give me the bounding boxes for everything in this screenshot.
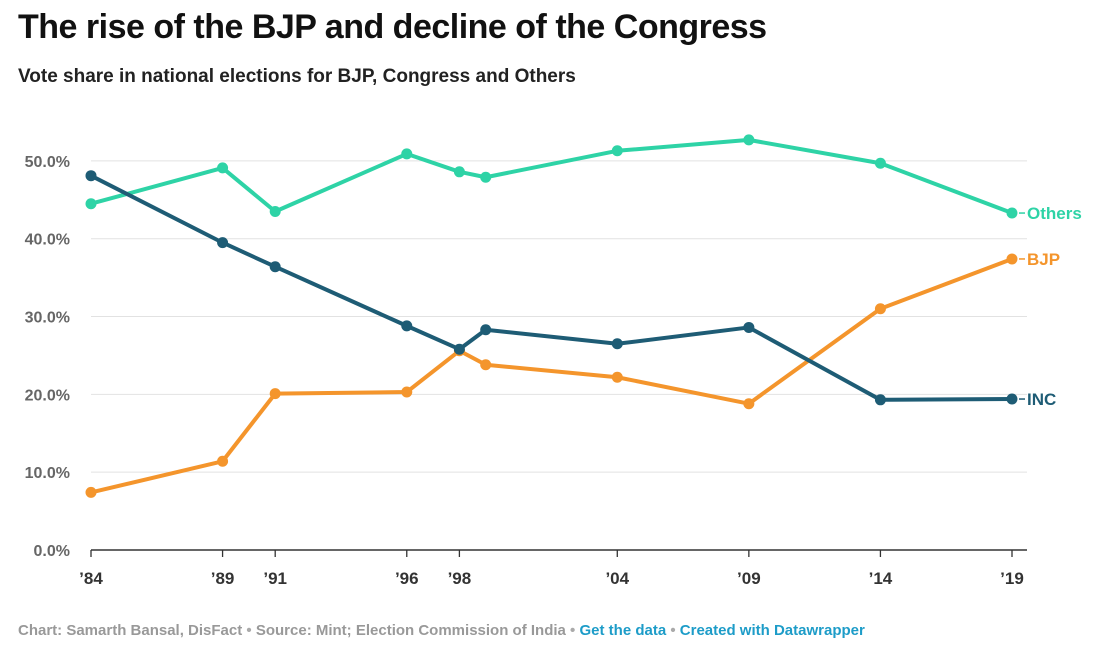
- x-tick-label: ’91: [263, 569, 287, 588]
- data-point-others: [269, 205, 281, 217]
- y-tick-label: 30.0%: [25, 310, 70, 327]
- x-tick-label: ’19: [1000, 569, 1024, 588]
- y-tick-label: 10.0%: [25, 465, 70, 482]
- data-point-bjp: [269, 388, 281, 400]
- series-labels: Others BJP INC: [1019, 204, 1082, 409]
- data-point-bjp: [85, 486, 97, 498]
- series-line-inc: [89, 173, 1014, 402]
- footer-separator: •: [570, 622, 576, 639]
- data-point-others: [1006, 207, 1018, 219]
- chart-subtitle: Vote share in national elections for BJP…: [18, 66, 576, 87]
- x-tick-label: ’84: [79, 569, 103, 588]
- series-line-others: [89, 137, 1014, 216]
- data-point-inc: [480, 324, 492, 336]
- credit-text: Chart: Samarth Bansal, DisFact: [18, 622, 243, 639]
- data-point-bjp: [611, 371, 623, 383]
- y-tick-label: 0.0%: [34, 543, 70, 560]
- x-tick-label: ’04: [605, 569, 629, 588]
- x-tick-label: ’89: [211, 569, 235, 588]
- data-point-bjp: [480, 359, 492, 371]
- data-point-others: [743, 134, 755, 146]
- series-points: [85, 134, 1018, 498]
- x-tick-label: ’14: [869, 569, 893, 588]
- series-label-others: Others: [1027, 204, 1082, 223]
- footer-separator: •: [670, 622, 676, 639]
- data-point-inc: [874, 394, 886, 406]
- series-lines: [89, 137, 1014, 495]
- data-point-inc: [1006, 393, 1018, 405]
- series-label-inc: INC: [1027, 390, 1056, 409]
- data-point-bjp: [401, 386, 413, 398]
- gridlines: [91, 160, 1027, 551]
- x-tick-label: ’98: [448, 569, 472, 588]
- get-data-link[interactable]: Get the data: [579, 622, 667, 639]
- series-line-bjp: [89, 256, 1014, 495]
- y-tick-label: 50.0%: [25, 154, 70, 171]
- data-point-bjp: [217, 455, 229, 467]
- y-tick-label: 20.0%: [25, 387, 70, 404]
- data-point-inc: [85, 170, 97, 182]
- datawrapper-link[interactable]: Created with Datawrapper: [679, 622, 865, 639]
- source-text: Source: Mint; Election Commission of Ind…: [255, 622, 566, 639]
- chart-title: The rise of the BJP and decline of the C…: [18, 8, 767, 46]
- data-point-inc: [743, 321, 755, 333]
- data-point-inc: [401, 320, 413, 332]
- y-tick-label: 40.0%: [25, 232, 70, 249]
- data-point-others: [85, 198, 97, 210]
- data-point-others: [401, 148, 413, 160]
- data-point-others: [874, 157, 886, 169]
- data-point-inc: [217, 237, 229, 249]
- data-point-inc: [269, 261, 281, 273]
- chart-footer: Chart: Samarth Bansal, DisFact • Source:…: [18, 622, 865, 639]
- line-chart: 0.0%10.0%20.0%30.0%40.0%50.0% ’84’89’91’…: [25, 134, 1082, 588]
- y-axis-ticks: 0.0% 10.0% 20.0% 30.0% 40.0% 50.0%: [25, 154, 70, 560]
- data-point-others: [453, 166, 465, 178]
- data-point-bjp: [874, 303, 886, 315]
- x-axis: ’84 ’89 ’91 ’96 ’98 ’04 ’09 ’14 ’19: [79, 550, 1024, 588]
- data-point-bjp: [743, 398, 755, 410]
- data-point-others: [217, 162, 229, 174]
- data-point-inc: [453, 343, 465, 355]
- series-label-bjp: BJP: [1027, 250, 1060, 269]
- data-point-others: [611, 145, 623, 157]
- footer-separator: •: [246, 622, 252, 639]
- x-tick-label: ’96: [395, 569, 419, 588]
- data-point-bjp: [1006, 253, 1018, 265]
- x-tick-label: ’09: [737, 569, 761, 588]
- data-point-inc: [611, 338, 623, 350]
- data-point-others: [480, 171, 492, 183]
